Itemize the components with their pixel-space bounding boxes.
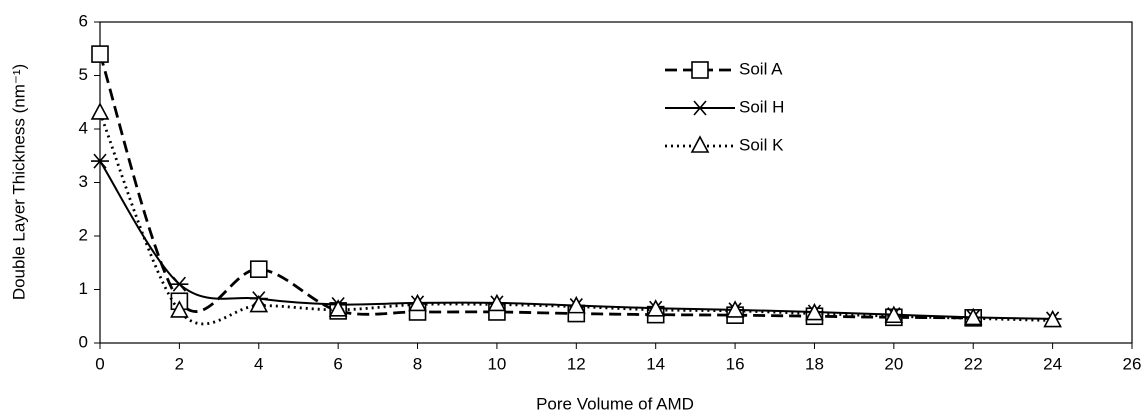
x-axis-label: Pore Volume of AMD: [536, 394, 694, 413]
legend-label: Soil A: [739, 59, 783, 78]
x-tick-label: 22: [964, 354, 983, 373]
marker: [725, 300, 745, 318]
legend-label: Soil H: [739, 97, 784, 116]
legend-item: Soil A: [665, 59, 783, 79]
series-line: [98, 53, 974, 320]
x-tick-label: 20: [884, 354, 903, 373]
legend-marker: [691, 61, 709, 79]
x-tick-label: 0: [95, 354, 104, 373]
marker: [408, 293, 427, 312]
marker: [805, 302, 824, 321]
marker: [1043, 309, 1062, 328]
x-tick-label: 6: [333, 354, 342, 373]
legend-marker: [690, 135, 710, 153]
legend-item: Soil H: [665, 97, 784, 116]
marker: [487, 293, 507, 312]
y-tick-label: 3: [79, 172, 88, 191]
series-line: [99, 160, 1053, 320]
legend-marker: [691, 100, 709, 116]
marker: [90, 102, 110, 120]
marker: [91, 45, 109, 63]
marker: [170, 300, 189, 318]
x-tick-label: 2: [175, 354, 184, 373]
x-tick-label: 10: [487, 354, 506, 373]
x-tick-label: 18: [805, 354, 824, 373]
x-tick-label: 26: [1123, 354, 1142, 373]
marker: [91, 153, 109, 169]
x-tick-label: 24: [1043, 354, 1062, 373]
marker: [249, 294, 269, 313]
y-tick-label: 0: [79, 332, 88, 351]
marker: [328, 299, 348, 317]
x-tick-label: 8: [413, 354, 422, 373]
y-tick-label: 2: [79, 225, 88, 244]
y-tick-label: 1: [79, 279, 88, 298]
marker: [170, 276, 189, 292]
y-axis-label: Double Layer Thickness (nm⁻¹): [9, 64, 28, 300]
marker: [884, 305, 904, 324]
marker: [963, 307, 983, 326]
y-tick-label: 5: [79, 65, 88, 84]
legend-label: Soil K: [739, 135, 784, 154]
x-tick-label: 16: [726, 354, 745, 373]
marker: [566, 295, 586, 314]
series-line: [98, 112, 1053, 326]
marker: [249, 260, 268, 278]
marker: [646, 299, 666, 317]
x-tick-label: 14: [646, 354, 665, 373]
legend-item: Soil K: [665, 135, 784, 154]
y-tick-label: 6: [79, 11, 88, 30]
x-tick-label: 12: [567, 354, 586, 373]
y-tick-label: 4: [79, 118, 88, 137]
x-tick-label: 4: [254, 354, 263, 373]
